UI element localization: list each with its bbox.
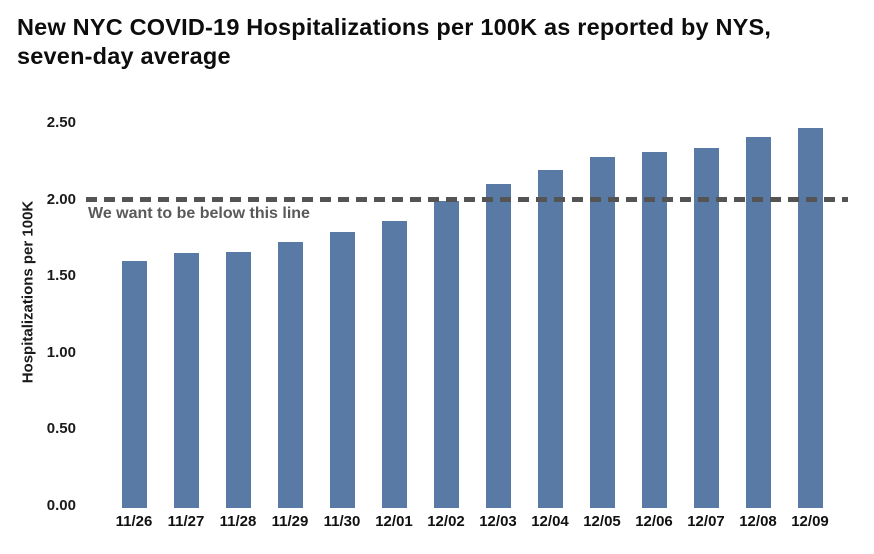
bar <box>173 253 199 508</box>
y-tick-label: 0.00 <box>46 497 76 514</box>
x-tick-label: 12/03 <box>479 513 517 530</box>
x-tick-label: 12/07 <box>687 513 725 530</box>
bar <box>121 260 147 508</box>
x-tick-label: 12/08 <box>739 513 777 530</box>
x-tick-label: 11/30 <box>323 513 361 530</box>
y-tick-label: 2.50 <box>46 114 76 131</box>
y-tick-label: 1.50 <box>46 267 76 285</box>
y-tick-label: 0.50 <box>46 420 76 438</box>
bar <box>537 170 563 508</box>
x-tick-label: 12/09 <box>791 513 829 530</box>
bar <box>589 156 615 508</box>
x-tick-label: 11/26 <box>115 513 153 530</box>
x-tick-label: 12/06 <box>635 513 673 530</box>
target-line-annotation: We want to be below this line <box>88 204 310 222</box>
bar <box>329 231 355 508</box>
bar <box>277 242 303 508</box>
bar <box>433 201 459 508</box>
bar <box>693 147 719 508</box>
bar <box>745 136 771 508</box>
x-tick-label: 11/27 <box>167 513 205 530</box>
bar <box>641 152 667 508</box>
x-tick-label: 12/01 <box>375 513 413 530</box>
bar <box>381 221 407 508</box>
bar <box>485 184 511 508</box>
x-tick-label: 12/05 <box>583 513 621 530</box>
target-line <box>86 197 848 203</box>
y-tick-label: 1.00 <box>46 343 76 361</box>
x-tick-label: 12/04 <box>531 513 569 530</box>
bar <box>797 127 823 508</box>
chart-title-line-1: New NYC COVID-19 Hospitalizations per 10… <box>17 14 772 40</box>
bar <box>225 251 251 508</box>
x-tick-label: 12/02 <box>427 513 465 530</box>
y-tick-label: 2.00 <box>46 190 76 208</box>
x-tick-label: 11/28 <box>219 513 257 530</box>
chart-title-line-2: seven-day average <box>17 43 231 69</box>
x-tick-label: 11/29 <box>271 513 309 530</box>
chart-title: New NYC COVID-19 Hospitalizations per 10… <box>17 13 847 71</box>
